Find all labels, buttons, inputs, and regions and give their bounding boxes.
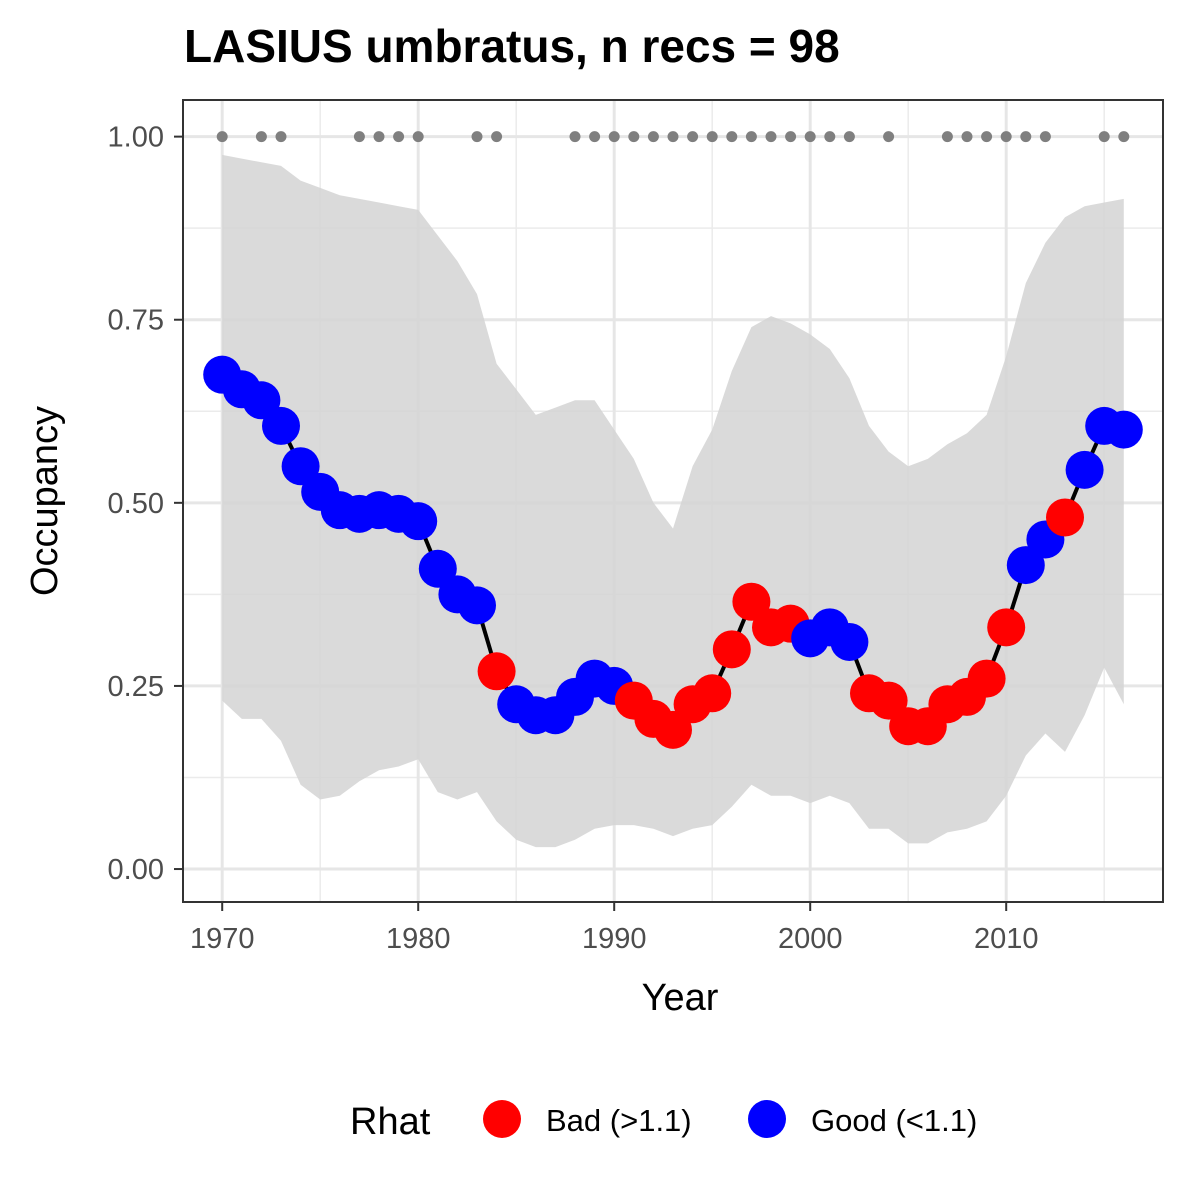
x-tick-label: 1970 xyxy=(190,923,255,955)
record-year-dot xyxy=(1000,131,1012,143)
occupancy-point-good xyxy=(418,549,457,588)
record-year-dot xyxy=(745,131,757,143)
x-axis: 1970 1980 1990 2000 2010 xyxy=(190,902,1039,955)
record-year-dot xyxy=(1098,131,1110,143)
y-axis-title: Occupancy xyxy=(24,406,66,596)
record-year-dot xyxy=(569,131,581,143)
record-year-dot xyxy=(726,131,738,143)
record-year-dot xyxy=(589,131,601,143)
occupancy-point-bad xyxy=(477,652,516,691)
y-axis: 0.00 0.25 0.50 0.75 1.00 xyxy=(108,122,183,886)
y-tick-label: 1.00 xyxy=(108,122,164,154)
plot-area xyxy=(182,99,1164,903)
record-year-dot xyxy=(412,131,424,143)
record-year-dot xyxy=(706,131,718,143)
record-year-dot xyxy=(628,131,640,143)
occupancy-point-bad xyxy=(1046,498,1084,537)
occupancy-point-bad xyxy=(869,681,908,720)
credible-interval-ribbon xyxy=(222,154,1124,848)
y-tick-label: 0.75 xyxy=(108,305,164,337)
occupancy-point-bad xyxy=(732,582,771,621)
record-year-dot xyxy=(804,131,816,143)
record-year-dot xyxy=(216,131,228,143)
occupancy-points xyxy=(203,355,1143,749)
record-year-dot xyxy=(941,131,953,143)
record-year-dot xyxy=(667,131,679,143)
legend-title: Rhat xyxy=(350,1101,431,1143)
chart-title: LASIUS umbratus, n recs = 98 xyxy=(184,20,840,72)
record-year-dot xyxy=(255,131,267,143)
record-year-dot xyxy=(883,131,895,143)
y-tick-label: 0.50 xyxy=(108,488,164,520)
record-year-dot xyxy=(608,131,620,143)
record-year-dot xyxy=(765,131,777,143)
occupancy-point-bad xyxy=(712,630,751,669)
x-tick-label: 1990 xyxy=(582,923,647,955)
record-year-dot xyxy=(491,131,503,143)
record-year-dot xyxy=(981,131,993,143)
record-year-dot xyxy=(1039,131,1051,143)
x-tick-label: 2000 xyxy=(778,923,843,955)
x-tick-label: 1980 xyxy=(386,923,451,955)
occupancy-point-bad xyxy=(654,710,692,749)
occupancy-point-good xyxy=(1065,450,1104,489)
legend-good-key xyxy=(748,1100,786,1138)
record-year-dot xyxy=(961,131,973,143)
record-year-dot xyxy=(687,131,699,143)
record-year-dot xyxy=(785,131,797,143)
record-year-dot xyxy=(824,131,836,143)
record-year-dot xyxy=(373,131,385,143)
record-year-dot xyxy=(275,131,287,143)
occupancy-point-good xyxy=(830,622,869,661)
legend: Rhat Bad (>1.1) Good (<1.1) xyxy=(350,1100,977,1143)
x-tick-label: 2010 xyxy=(974,923,1039,955)
record-year-dot xyxy=(393,131,405,143)
record-years-dots xyxy=(216,131,1130,143)
y-tick-label: 0.00 xyxy=(108,854,164,886)
occupancy-point-good xyxy=(1104,410,1143,449)
record-year-dot xyxy=(647,131,659,143)
occupancy-point-good xyxy=(262,406,300,445)
occupancy-point-bad xyxy=(693,674,732,713)
occupancy-point-good xyxy=(458,586,496,625)
y-tick-label: 0.25 xyxy=(108,671,164,703)
legend-bad-label: Bad (>1.1) xyxy=(546,1103,692,1138)
legend-good-label: Good (<1.1) xyxy=(811,1103,977,1138)
x-axis-title: Year xyxy=(642,977,719,1019)
legend-bad-key xyxy=(483,1100,521,1138)
occupancy-point-bad xyxy=(987,608,1026,647)
occupancy-point-good xyxy=(1006,546,1045,585)
occupancy-point-bad xyxy=(967,659,1006,698)
occupancy-point-good xyxy=(281,447,320,486)
occupancy-point-good xyxy=(242,381,281,420)
record-year-dot xyxy=(1020,131,1032,143)
occupancy-point-good xyxy=(399,502,438,541)
plot-border xyxy=(182,99,1164,903)
record-year-dot xyxy=(843,131,855,143)
record-year-dot xyxy=(353,131,365,143)
record-year-dot xyxy=(1118,131,1130,143)
record-year-dot xyxy=(471,131,483,143)
